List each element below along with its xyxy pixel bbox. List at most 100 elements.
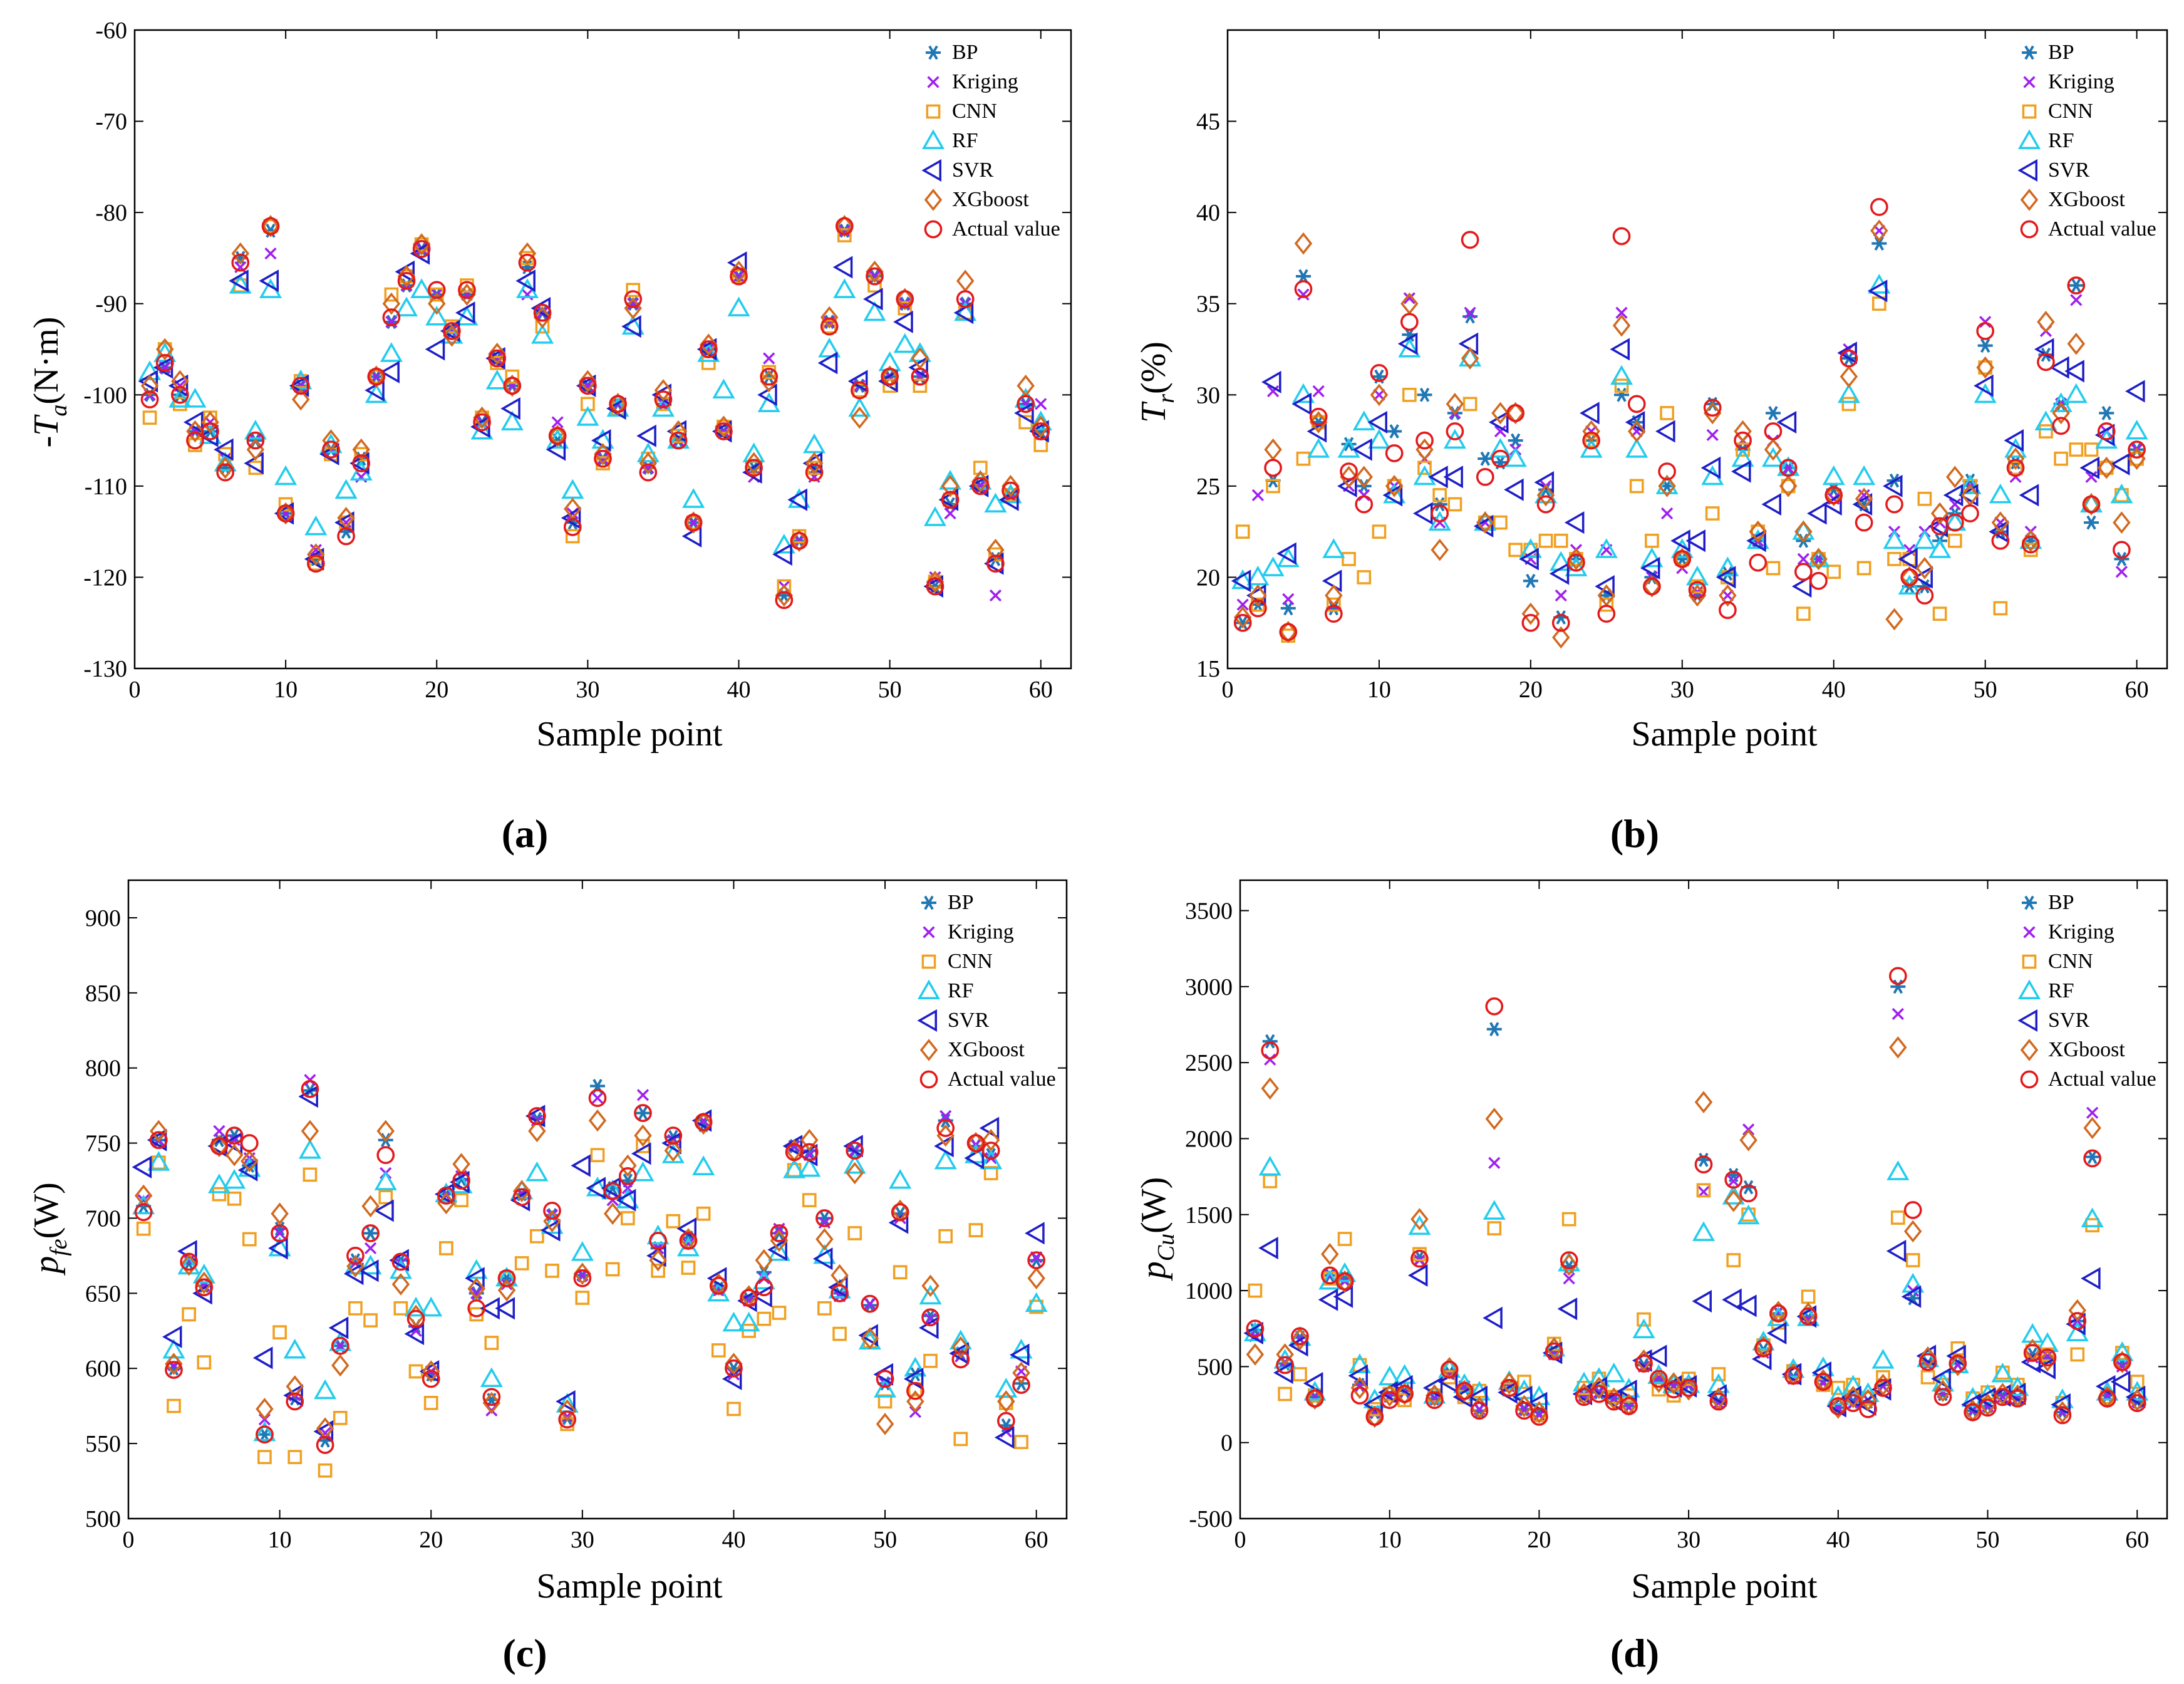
data-point xyxy=(571,1154,591,1177)
data-point xyxy=(420,1296,443,1317)
data-point xyxy=(2097,422,2116,440)
data-point xyxy=(1483,1306,1503,1329)
legend-marker xyxy=(921,129,945,149)
data-point xyxy=(1470,1401,1489,1420)
data-point xyxy=(1754,1339,1773,1358)
legend-label: Kriging xyxy=(952,70,1018,93)
data-point xyxy=(832,256,853,279)
data-point xyxy=(1978,360,1993,375)
data-point xyxy=(543,1202,561,1220)
data-point xyxy=(2113,511,2131,534)
data-point xyxy=(649,1232,667,1250)
data-point xyxy=(1262,1034,1278,1049)
data-point xyxy=(1561,1212,1576,1227)
plot-a: 0 10 20 30 40 50 60 -130 -120 -110 -100 -90 -80 -70 -6… xyxy=(83,18,1072,703)
data-point xyxy=(195,1271,214,1294)
data-point xyxy=(636,424,656,447)
data-point xyxy=(512,1180,531,1203)
data-point xyxy=(1685,565,1709,586)
data-point xyxy=(1279,620,1298,643)
data-point xyxy=(817,1301,832,1316)
data-point xyxy=(1552,626,1570,649)
data-point xyxy=(1486,1022,1502,1037)
data-point xyxy=(1855,513,1873,532)
data-point xyxy=(1595,538,1618,558)
data-point xyxy=(2099,406,2114,420)
data-point xyxy=(1446,393,1464,415)
data-point xyxy=(1335,1272,1354,1291)
data-point xyxy=(579,377,597,395)
data-point xyxy=(1455,1381,1474,1400)
legend-marker xyxy=(926,104,941,119)
data-point xyxy=(1612,314,1631,337)
data-point xyxy=(246,431,265,450)
legend-marker xyxy=(2022,895,2037,910)
data-point xyxy=(1647,1364,1670,1384)
data-point xyxy=(405,1296,428,1317)
x-tick-label: 10 xyxy=(274,677,298,703)
legend-marker xyxy=(2022,45,2037,60)
legend: BP Kriging CNN RF SVR XGboost Actual value xyxy=(2017,41,2156,241)
data-point xyxy=(1885,608,1903,631)
legend-label: SVR xyxy=(2048,1009,2089,1032)
data-point xyxy=(1629,479,1644,494)
data-point xyxy=(790,531,809,550)
data-point xyxy=(812,1247,833,1271)
data-point xyxy=(1291,1328,1309,1351)
data-point xyxy=(548,424,567,447)
data-point xyxy=(1675,551,1690,566)
data-point xyxy=(727,296,750,316)
legend-label: RF xyxy=(2048,979,2074,1002)
data-point xyxy=(995,1378,1018,1398)
legend-label: Kriging xyxy=(948,920,1014,943)
data-point xyxy=(1696,1153,1711,1167)
data-point xyxy=(1779,459,1798,477)
data-point xyxy=(1276,547,1300,568)
data-point xyxy=(1840,365,1858,388)
data-point xyxy=(558,1399,576,1422)
y-tick-label: 850 xyxy=(85,980,121,1007)
data-point xyxy=(1410,1208,1429,1230)
data-point xyxy=(1010,1338,1033,1359)
data-point xyxy=(395,296,418,316)
data-point xyxy=(730,260,748,283)
data-point xyxy=(2083,1149,2101,1168)
data-point xyxy=(2034,410,2057,430)
data-point xyxy=(1612,227,1631,246)
data-point xyxy=(1620,1397,1638,1415)
data-point xyxy=(545,1264,559,1278)
data-point xyxy=(1610,365,1633,385)
data-point xyxy=(846,1162,864,1185)
legend: BP Kriging CNN RF SVR XGboost Actual value xyxy=(921,41,1060,241)
data-point xyxy=(1590,1376,1608,1400)
data-point xyxy=(528,1120,546,1143)
data-point xyxy=(986,554,1005,573)
data-point xyxy=(1440,1360,1459,1379)
data-point xyxy=(1811,1356,1835,1376)
data-point xyxy=(881,365,899,388)
data-point xyxy=(686,515,701,530)
data-point xyxy=(576,406,599,426)
data-point xyxy=(2095,429,2118,449)
data-point xyxy=(1766,1321,1787,1345)
data-point xyxy=(1886,1239,1907,1263)
panel-d: 0 10 20 30 40 50 60-50005001000150020002500300… xyxy=(1134,879,2168,1675)
data-point xyxy=(752,1285,772,1308)
data-point xyxy=(770,1224,789,1242)
data-point xyxy=(681,1260,696,1275)
data-point xyxy=(1367,429,1390,449)
data-point xyxy=(2128,1394,2146,1412)
data-point xyxy=(951,1350,970,1369)
data-point xyxy=(1991,1362,2014,1383)
data-point xyxy=(730,267,748,286)
y-tick-label: -60 xyxy=(95,18,127,44)
data-point xyxy=(651,1264,665,1278)
data-point xyxy=(240,1134,259,1152)
data-point xyxy=(229,269,249,293)
data-point xyxy=(1989,483,2012,504)
legend-marker xyxy=(2017,159,2037,182)
x-tick-label: 50 xyxy=(1974,677,1997,703)
data-point xyxy=(715,415,733,439)
data-point xyxy=(307,543,325,566)
data-point xyxy=(210,1137,229,1155)
